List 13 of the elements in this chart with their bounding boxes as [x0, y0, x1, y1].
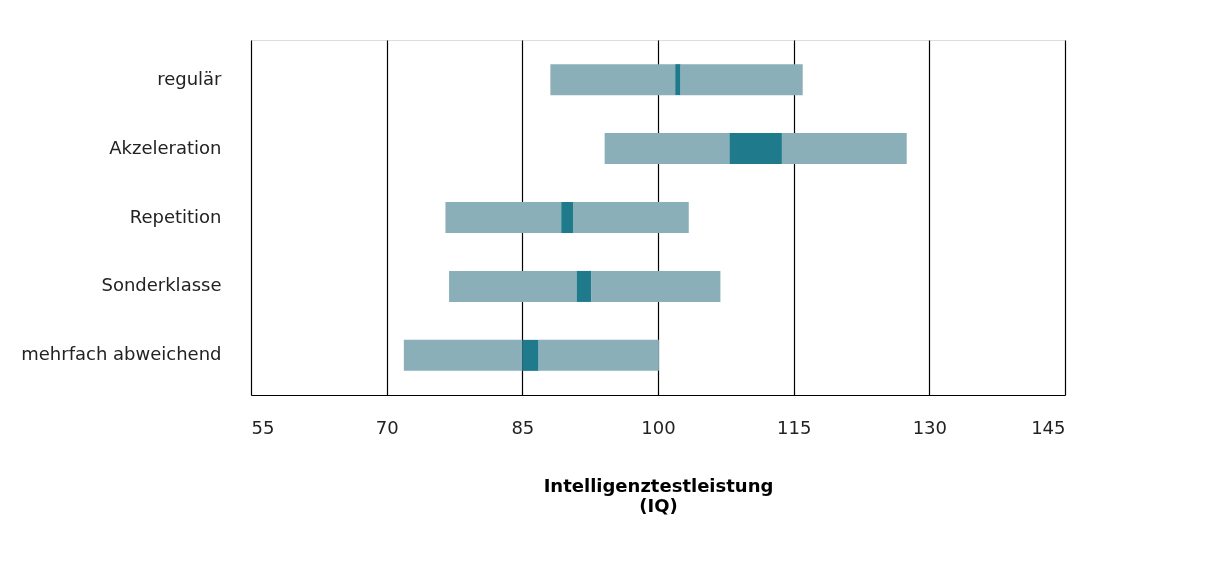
y-tick-label: Repetition — [129, 205, 222, 227]
x-tick-label: 145 — [1031, 416, 1066, 438]
y-tick-label: Akzeleration — [109, 136, 222, 158]
x-axis-title: Intelligenztestleistung (IQ) — [543, 474, 774, 516]
x-tick-label: 100 — [641, 416, 676, 438]
y-tick-label: regulär — [157, 67, 223, 89]
x-tick-label: 55 — [251, 416, 275, 438]
x-tick-label: 70 — [375, 416, 399, 438]
y-tick-label: Sonderklasse — [101, 274, 222, 296]
x-tick-label: 85 — [511, 416, 535, 438]
x-tick-label: 115 — [776, 416, 812, 438]
x-tick-label: 130 — [912, 416, 948, 438]
y-tick-label: mehrfach abweichend — [21, 343, 222, 365]
